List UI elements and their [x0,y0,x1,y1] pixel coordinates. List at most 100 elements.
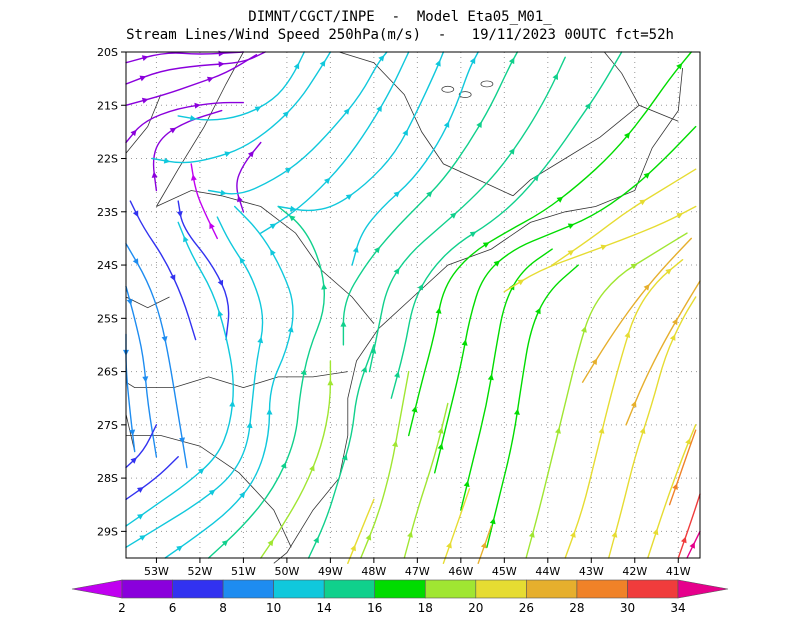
streamline-arrow [611,531,618,538]
streamline [129,200,197,341]
streamline-arrow [517,279,525,286]
lat-tick-label: 27S [97,419,118,432]
streamline-arrow [139,75,147,82]
streamline-arrow [208,489,216,496]
streamline-arrow [293,62,300,70]
streamline-arrow [345,194,353,200]
streamline-arrow [411,405,418,413]
lat-tick-label: 21S [97,99,118,112]
lat-tick-label: 25S [97,312,118,325]
streamline-arrow [591,358,598,366]
streamline-arrow [141,97,149,104]
colorbar: 2 6 8 10 14 16 18 20 26 28 30 34 [71,579,729,615]
lon-tick-label: 46W [448,565,473,578]
colorbar-segment [526,579,578,599]
streamline [125,221,234,527]
streamline [525,232,688,559]
border-line [126,435,292,548]
lat-tick-label: 23S [97,206,118,219]
lon-tick-label: 50W [274,565,299,578]
colorbar-segment [273,579,325,599]
chart-title-line-1: DIMNT/CGCT/INPE - Model Eta05_M01_ [248,9,552,25]
streamline [564,259,684,559]
border-line [338,51,514,197]
border-line [156,190,375,324]
streamline-arrow [665,268,672,275]
streamline-arrow [374,246,381,254]
streamline [403,402,449,559]
streamline-arrow [194,102,201,109]
streamline-arrow [142,376,149,383]
streamline-arrow [446,541,452,549]
streamline-arrow [556,196,564,203]
streamline-arrow [378,55,385,62]
lat-tick-label: 24S [97,259,118,272]
streamline-arrow [151,171,158,178]
streamline-arrow [220,189,227,196]
lat-tick-label: 26S [97,366,118,379]
colorbar-label: 6 [169,601,177,615]
streamline-arrow [567,223,575,229]
streamline [581,237,692,383]
streamline-arrow [169,127,177,134]
streamline-arrow [493,260,501,267]
streamline-arrow [535,307,541,315]
streamline [125,101,245,144]
streamline [360,370,410,559]
streamline-arrow [132,258,139,265]
streamline-arrow [207,76,214,83]
colorbar-label: 10 [266,601,281,615]
streamline-arrow [247,150,254,158]
streamline-arrow [426,191,433,198]
streamline-arrow [340,320,347,327]
colorbar-label: 26 [519,601,534,615]
streamline-arrow [176,211,183,218]
streamline-arrow [376,105,382,112]
streamline [677,493,701,559]
streamline-arrow [514,408,520,415]
streamline-arrow [163,157,171,164]
lon-tick-label: 48W [361,565,386,578]
colorbar-label: 20 [468,601,483,615]
streamline-arrow [239,257,246,264]
streamline-arrow [598,427,605,434]
streamline-arrow [137,487,144,493]
streamline [164,205,294,559]
streamline-arrow [407,531,413,538]
streamline-arrow [327,379,334,386]
streamline-arrow [630,400,637,408]
streamline-arrow [417,283,424,291]
streamline-arrow [624,331,631,338]
streamline-arrow [639,199,646,206]
streamline [551,168,697,266]
colorbar-segment [424,579,477,599]
streamline [125,51,245,64]
colorbar-label: 16 [367,601,382,615]
streamline-arrow [129,429,136,436]
lake-outline [480,80,494,88]
streamline-arrow [284,167,292,174]
streamline-arrow [183,235,189,243]
streamline-arrow [218,50,225,57]
border-line [125,371,348,389]
streamline-arrow [361,366,367,373]
streamline-arrow [567,250,575,256]
streamline-arrow [352,246,359,253]
border-line [603,51,679,122]
streamline [460,248,553,511]
streamline-arrow [681,536,687,544]
streamline-arrow [221,540,229,547]
streamline-arrow [179,437,185,444]
streamline-arrow [217,279,224,287]
streamline [125,51,266,85]
streamline-arrow [289,205,297,212]
streamline-arrow [487,373,494,381]
streamline-arrow [254,106,262,112]
lon-tick-label: 53W [144,565,169,578]
lake-outline [458,91,472,98]
lat-tick-label: 28S [97,472,118,485]
colorbar-label: 2 [118,601,126,615]
colorbar-right-triangle [677,579,729,599]
streamline [442,488,471,564]
colorbar-segment [323,579,376,599]
